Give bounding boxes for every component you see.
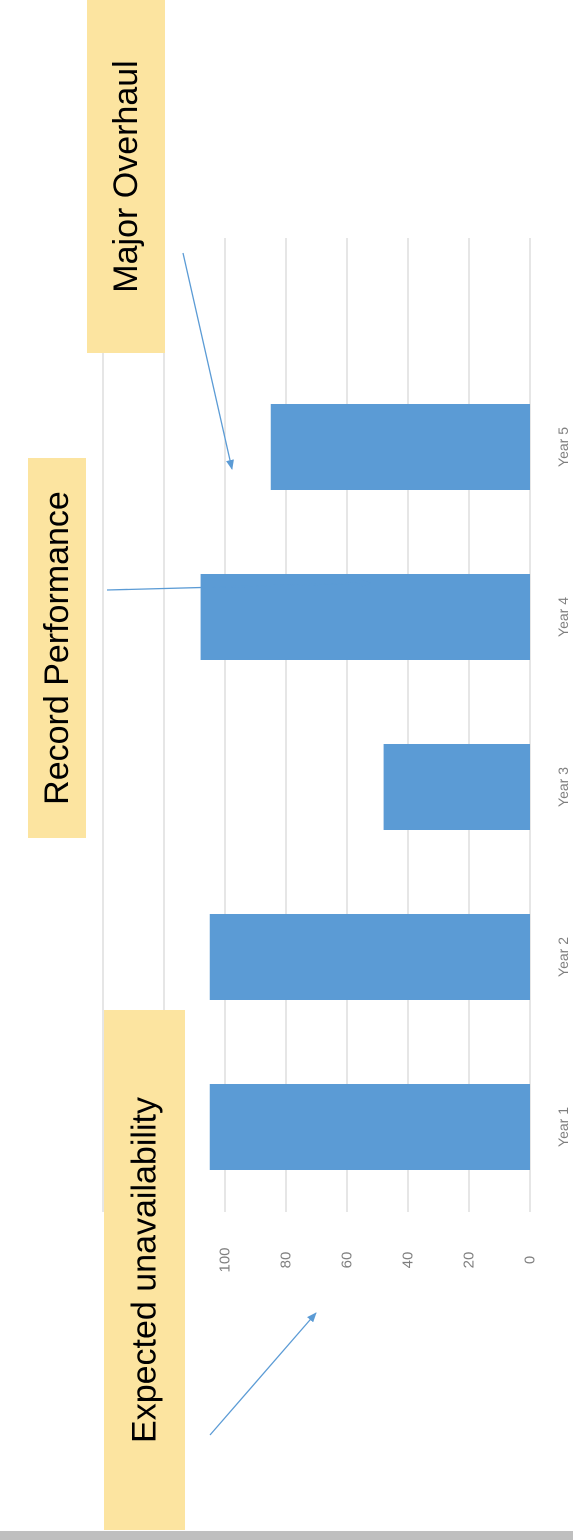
bar-5: [270, 404, 530, 490]
annotation-label-3: Major Overhaul: [107, 60, 145, 292]
annotation-box-2: [28, 458, 86, 838]
category-label-4: Year 4: [555, 597, 571, 637]
bars: [200, 404, 530, 1170]
gridlines: [102, 238, 531, 1212]
bar-2: [209, 914, 530, 1000]
tick-label-20: 20: [461, 1252, 478, 1269]
annotation-label-2: Record Performance: [38, 491, 76, 805]
bar-3: [383, 744, 530, 830]
tick-label-100: 100: [217, 1247, 234, 1272]
tick-label-80: 80: [278, 1252, 295, 1269]
tick-label-60: 60: [339, 1252, 356, 1269]
category-label-1: Year 1: [555, 1107, 571, 1147]
annotation-arrow-2: [106, 579, 371, 591]
bar-1: [209, 1084, 530, 1170]
annotation-arrow-1: [209, 1312, 317, 1436]
annotation-box-1: [104, 1010, 185, 1530]
tick-label-0: 0: [522, 1256, 539, 1264]
category-axis-labels: Year 1 Year 2 Year 3 Year 4 Year 5: [555, 427, 571, 1147]
category-label-2: Year 2: [555, 937, 571, 977]
bar-4: [200, 574, 530, 660]
category-label-5: Year 5: [555, 427, 571, 467]
annotation-arrow-3: [182, 252, 234, 470]
bottom-border: [0, 1531, 573, 1540]
annotations: Expected unavailability Record Performanc…: [28, 0, 371, 1530]
annotation-box-3: [87, 0, 165, 353]
tick-label-40: 40: [400, 1252, 417, 1269]
category-label-3: Year 3: [555, 767, 571, 807]
value-axis-ticks: 020406080100120: [156, 1247, 539, 1272]
annotation-label-1: Expected unavailability: [126, 1097, 164, 1443]
